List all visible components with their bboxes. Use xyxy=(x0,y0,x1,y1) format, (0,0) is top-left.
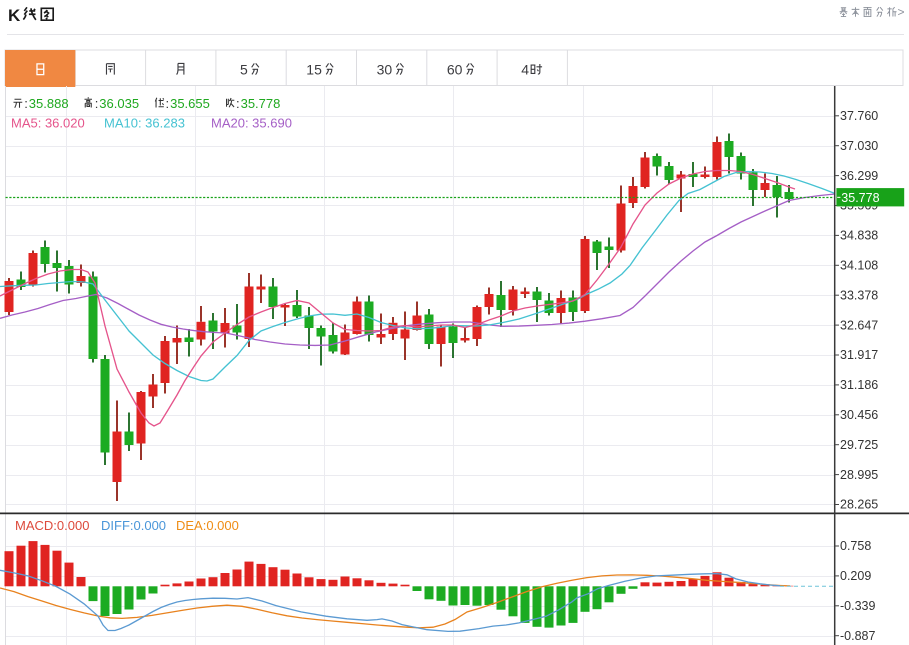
svg-text:36.299: 36.299 xyxy=(840,169,878,183)
svg-text:35.778: 35.778 xyxy=(841,191,879,205)
svg-text:28.995: 28.995 xyxy=(840,468,878,482)
svg-text:MACD:0.000: MACD:0.000 xyxy=(15,518,89,533)
svg-text::: : xyxy=(95,96,99,111)
svg-text:DEA:0.000: DEA:0.000 xyxy=(176,518,239,533)
svg-text:4: 4 xyxy=(521,62,529,78)
svg-text::: : xyxy=(166,96,170,111)
svg-text:29.725: 29.725 xyxy=(840,438,878,452)
svg-text:33.378: 33.378 xyxy=(840,288,878,302)
svg-text:K: K xyxy=(8,6,21,25)
svg-text:35.778: 35.778 xyxy=(241,96,281,111)
svg-text:-0.339: -0.339 xyxy=(840,599,875,613)
svg-text::: : xyxy=(236,96,240,111)
svg-text:15: 15 xyxy=(306,62,322,78)
svg-text:30.456: 30.456 xyxy=(840,408,878,422)
svg-text:36.035: 36.035 xyxy=(99,96,139,111)
svg-text::: : xyxy=(24,96,28,111)
svg-text:28.265: 28.265 xyxy=(840,498,878,512)
svg-text:0.209: 0.209 xyxy=(840,569,871,583)
svg-text:-0.887: -0.887 xyxy=(840,629,875,643)
svg-text:5: 5 xyxy=(240,62,248,78)
svg-text:31.186: 31.186 xyxy=(840,378,878,392)
svg-text:37.030: 37.030 xyxy=(840,139,878,153)
svg-text:60: 60 xyxy=(447,62,463,78)
svg-text:34.108: 34.108 xyxy=(840,259,878,273)
svg-text:MA5: 36.020: MA5: 36.020 xyxy=(11,116,85,131)
svg-text:37.760: 37.760 xyxy=(840,109,878,123)
svg-text:30: 30 xyxy=(377,62,393,78)
svg-text:31.917: 31.917 xyxy=(840,348,878,362)
svg-text:>: > xyxy=(898,5,905,19)
svg-text:32.647: 32.647 xyxy=(840,318,878,332)
svg-text:35.888: 35.888 xyxy=(29,96,69,111)
svg-text:34.838: 34.838 xyxy=(840,229,878,243)
svg-text:0.758: 0.758 xyxy=(840,539,871,553)
svg-text:MA10: 36.283: MA10: 36.283 xyxy=(104,116,185,131)
svg-text:MA20: 35.690: MA20: 35.690 xyxy=(211,116,292,131)
svg-text:DIFF:0.000: DIFF:0.000 xyxy=(101,518,166,533)
svg-text:35.655: 35.655 xyxy=(170,96,210,111)
